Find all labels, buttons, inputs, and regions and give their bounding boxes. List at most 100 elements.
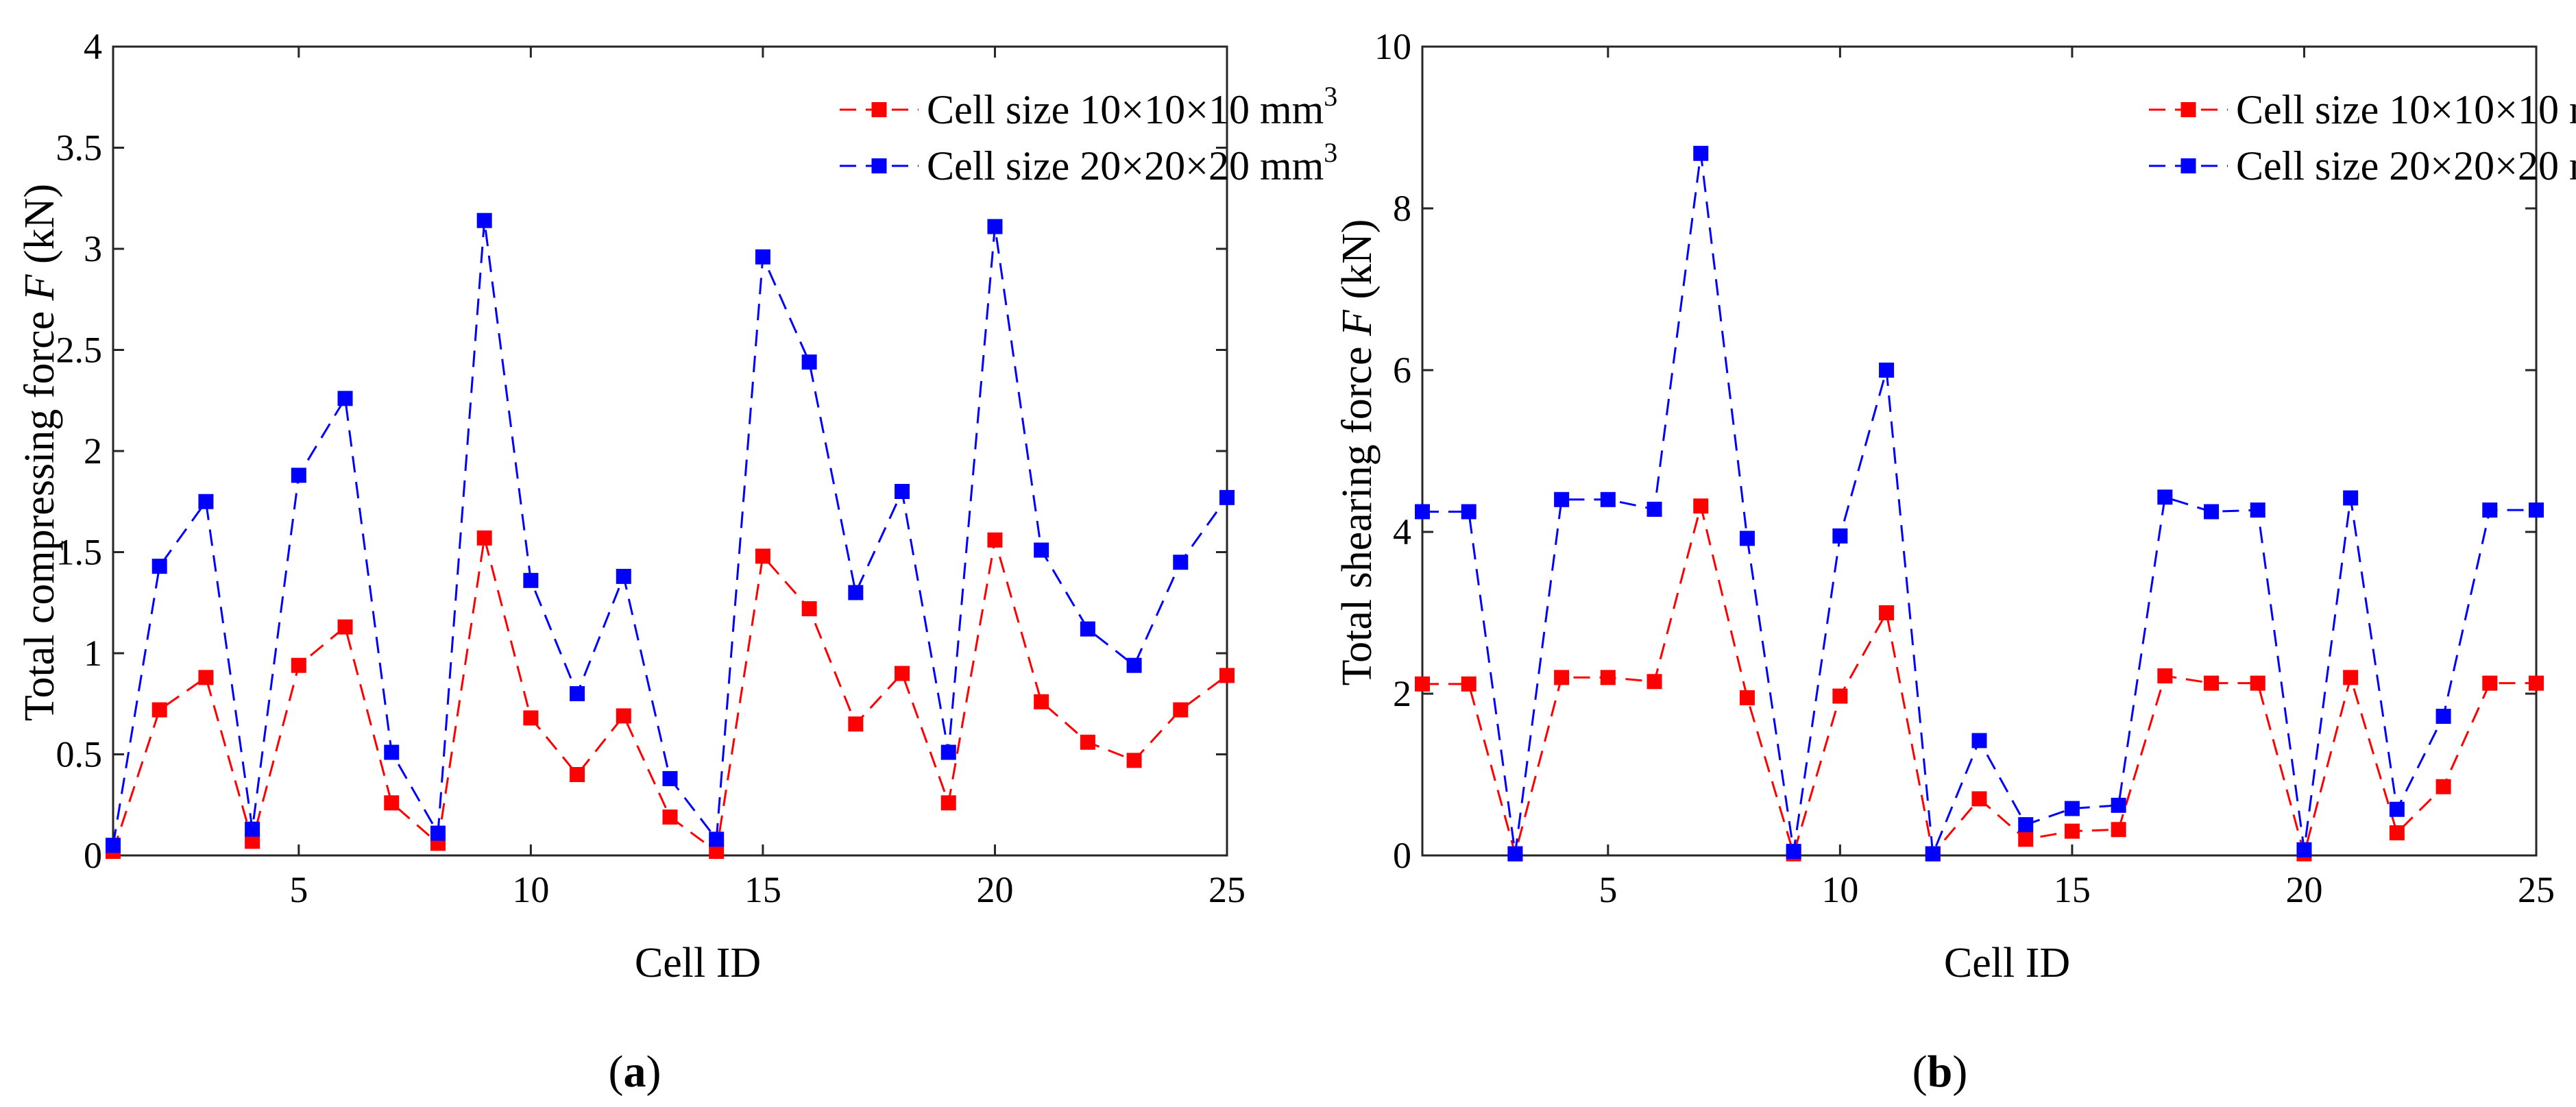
panel-b-series-1-point — [1739, 690, 1755, 705]
panel-a-series-1-point — [848, 716, 864, 732]
panel-a-series-2-point — [291, 467, 306, 483]
panel-b-legend-marker-2 — [2180, 158, 2196, 173]
panel-b-ytick-label: 0 — [1393, 835, 1411, 876]
panel-b-xtick-label: 25 — [2518, 869, 2555, 910]
panel-b-series-1-point — [1554, 670, 1570, 685]
panel-a-legend-label-1: Cell size 10×10×10 mm3 — [927, 81, 1337, 132]
panel-b-series-2-point — [2389, 801, 2405, 817]
panel-a-xtick-label: 15 — [744, 869, 781, 910]
panel-b-series-2-point — [1554, 491, 1570, 507]
panel-a-series-1-point — [1080, 734, 1095, 750]
panel-b-series-1-point — [2204, 675, 2220, 691]
panel-b-series-1-point — [2018, 831, 2034, 847]
panel-b-series-2-point — [2111, 797, 2126, 813]
panel-a-series-2-point — [337, 391, 353, 406]
panel-a-series-2-point — [1034, 542, 1049, 558]
panel-b-xtick-label: 15 — [2054, 869, 2091, 910]
panel-a-series-1-point — [384, 795, 400, 811]
panel-b-series-1-point — [1415, 676, 1430, 692]
panel-a-series-2-point — [151, 559, 167, 574]
panel-a-series-2-point — [895, 484, 910, 499]
panel-a-xtick-label: 10 — [512, 869, 549, 910]
panel-b-xtick-label: 20 — [2285, 869, 2322, 910]
panel-b-series-2-point — [2435, 709, 2451, 725]
panel-a-ytick-label: 4 — [84, 26, 102, 67]
panel-a-series-1-point — [709, 844, 725, 860]
panel-a-legend-marker-2 — [871, 158, 887, 173]
panel-b-series-1-point — [1879, 605, 1895, 620]
panel-b-series-2-point — [2157, 489, 2173, 505]
panel-b-ytick-label: 2 — [1393, 673, 1411, 714]
panel-a-xtick-label: 20 — [976, 869, 1013, 910]
panel-b-shearing-force: Total shearing force F (kN) Cell ID (b) … — [1334, 26, 2576, 1097]
panel-b-series-1-point — [1693, 498, 1709, 514]
panel-a-series-2-point — [801, 354, 817, 370]
panel-a-series-2-point — [987, 219, 1003, 234]
panel-b-series-2-point — [1739, 531, 1755, 546]
panel-a-series-2-point — [570, 686, 585, 701]
panel-a-series-1-point — [151, 702, 167, 718]
panel-b-series-1-point — [1971, 791, 1987, 807]
panel-b-series-2-line — [1422, 153, 2536, 855]
panel-b-series-1-point — [1600, 670, 1616, 685]
panel-a-series-2-point — [430, 825, 446, 841]
panel-a-ytick-label: 3.5 — [56, 127, 103, 169]
panel-a-series-1-point — [987, 532, 1003, 548]
panel-b-xtick-label: 5 — [1599, 869, 1617, 910]
panel-a-series-2-point — [1173, 555, 1189, 570]
panel-b-series-1-point — [2389, 825, 2405, 840]
panel-b-xtick-label: 10 — [1821, 869, 1858, 910]
panel-a-series-2-point — [245, 821, 260, 837]
panel-b-legend-label-1: Cell size 10×10×10 mm3 — [2236, 81, 2576, 132]
panel-a-series-2-point — [940, 744, 956, 760]
panel-b-series-1-point — [2157, 668, 2173, 684]
panel-b-ytick-label: 6 — [1393, 350, 1411, 391]
panel-a-compressing-force: Total compressing force F (kN) Cell ID (… — [16, 26, 1337, 1097]
panel-a-ytick-label: 3 — [84, 228, 102, 269]
panel-a-series-1-point — [245, 834, 260, 849]
panel-b-series-1-point — [2435, 779, 2451, 794]
panel-b-caption: (b) — [1912, 1047, 1968, 1097]
panel-b-series-1-point — [2064, 823, 2080, 839]
panel-a-series-1-point — [476, 530, 492, 546]
panel-b-series-2-point — [2296, 842, 2312, 857]
panel-b-x-axis-label: Cell ID — [1944, 940, 2070, 986]
panel-a-legend-marker-1 — [871, 102, 887, 117]
panel-b-series-1-point — [1832, 688, 1848, 704]
panel-a-ytick-label: 0.5 — [56, 734, 103, 775]
panel-b-axes-box — [1421, 45, 2538, 857]
panel-a-series-1-point — [1173, 702, 1189, 718]
panel-a-series-2-point — [106, 838, 121, 853]
panel-a-xtick-label: 5 — [289, 869, 308, 910]
panel-a-series-2-point — [662, 770, 678, 786]
panel-a-series-1-point — [1219, 668, 1235, 683]
panel-a-series-1-point — [895, 666, 910, 681]
panel-a-y-axis-label: Total compressing force F (kN) — [16, 184, 63, 721]
panel-a-caption: (a) — [609, 1047, 661, 1097]
panel-a-series-1-point — [616, 708, 631, 724]
panel-a-series-2-point — [1219, 489, 1235, 505]
panel-a-series-1-point — [755, 548, 770, 564]
panel-b-series-1-point — [1461, 676, 1477, 692]
panel-a-series-2-point — [709, 831, 725, 847]
panel-a-ytick-label: 1.5 — [56, 532, 103, 573]
panel-a-series-2-point — [848, 585, 864, 600]
panel-b-series-2-point — [1786, 844, 1801, 860]
panel-b-series-2-point — [2343, 490, 2359, 506]
panel-a-series-1-point — [337, 619, 353, 635]
panel-b-series-1-point — [2343, 670, 2359, 685]
panel-a-series-2-point — [476, 212, 492, 228]
panel-a-ytick-label: 1 — [84, 633, 102, 674]
panel-a-series-2-line — [112, 220, 1228, 846]
panel-b-series-1-point — [2111, 822, 2126, 838]
panel-b-legend-marker-1 — [2180, 102, 2196, 117]
panel-b-series-2-point — [1647, 501, 1662, 517]
panel-b-series-2-point — [1461, 504, 1477, 520]
panel-a-series-1-point — [801, 601, 817, 617]
panel-b-series-2-point — [1971, 733, 1987, 749]
panel-b-series-2-point — [2250, 502, 2265, 518]
panel-a-x-axis-label: Cell ID — [635, 940, 761, 986]
panel-b-series-2-point — [1415, 504, 1430, 520]
panel-b-series-2-point — [1879, 363, 1895, 378]
panel-a-series-2-point — [384, 744, 400, 760]
